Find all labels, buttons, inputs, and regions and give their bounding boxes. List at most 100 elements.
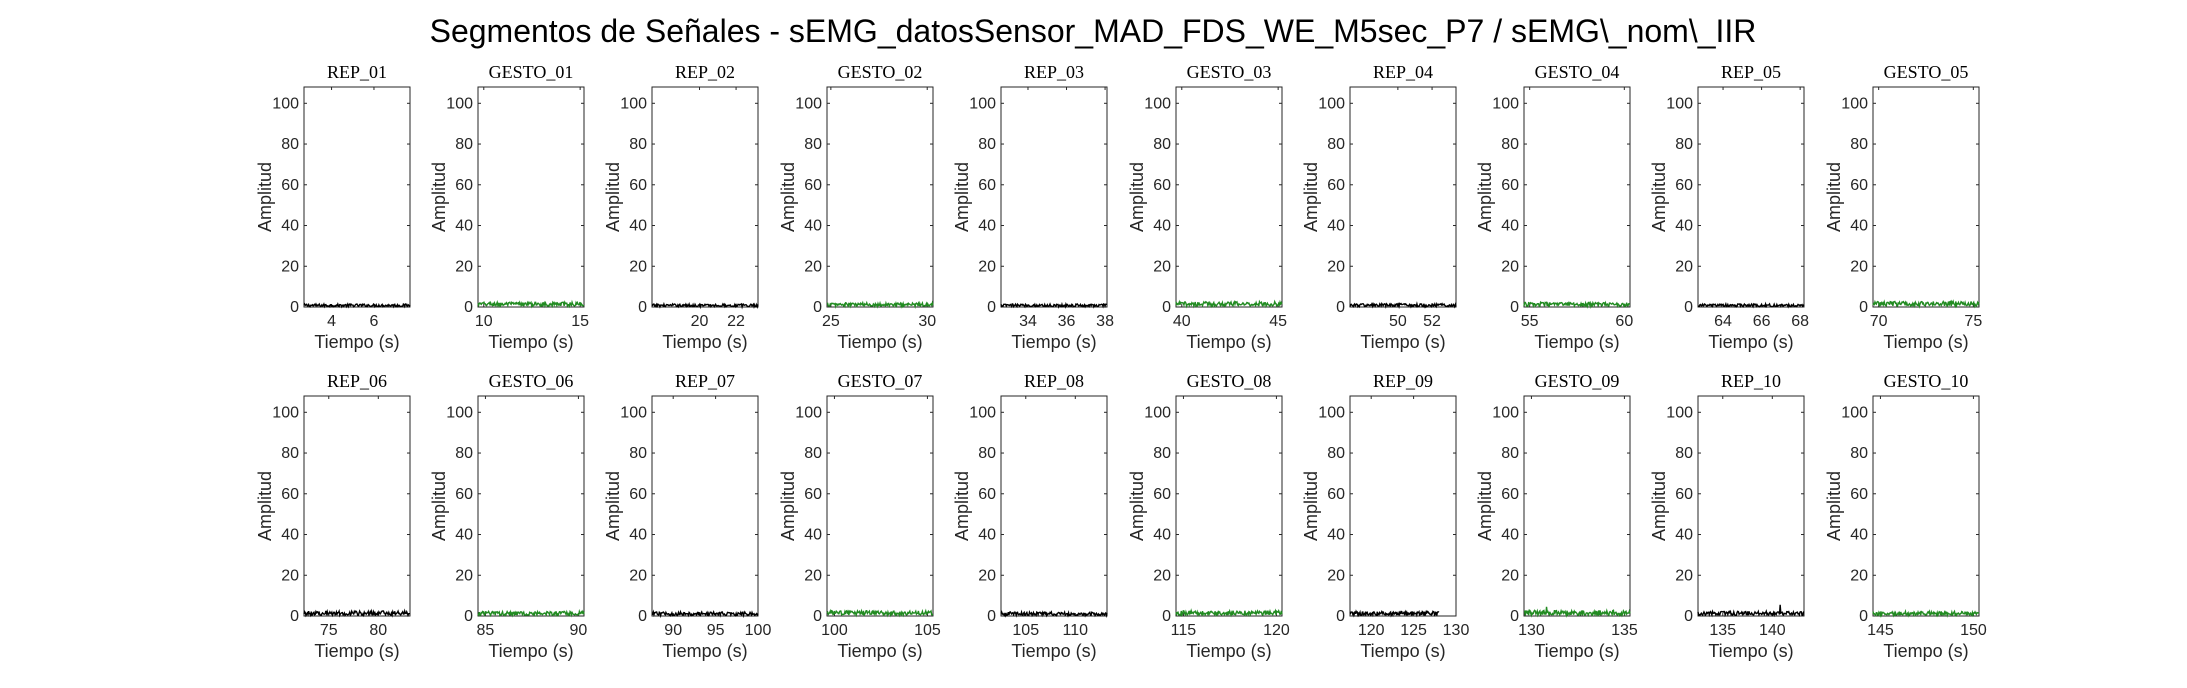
subplot-title: REP_07 — [675, 371, 735, 391]
y-tick-label: 40 — [629, 527, 647, 544]
x-axis-label: Tiempo (s) — [488, 641, 573, 661]
subplot-title: REP_02 — [675, 62, 735, 82]
y-tick-label: 0 — [1510, 299, 1519, 316]
x-tick-label: 90 — [664, 622, 682, 639]
x-tick-label: 135 — [1709, 622, 1736, 639]
y-axis-label: Amplitud — [1649, 162, 1669, 232]
x-tick-label: 90 — [570, 622, 588, 639]
subplot-title: REP_05 — [1721, 62, 1781, 82]
axes-box — [1175, 395, 1283, 617]
y-tick-label: 80 — [1327, 445, 1345, 462]
y-tick-label: 100 — [272, 404, 299, 421]
y-tick-label: 0 — [290, 608, 299, 625]
signal-trace — [303, 608, 411, 618]
y-tick-label: 100 — [1492, 404, 1519, 421]
y-axis-label: Amplitud — [429, 162, 449, 232]
y-axis-label: Amplitud — [778, 162, 798, 232]
subplot-rep-02: REP_02 0 20 40 60 80 100 20 22 Tiempo (s) Amplitud — [603, 62, 759, 352]
x-tick-label: 110 — [1063, 622, 1089, 639]
y-tick-label: 20 — [978, 567, 996, 584]
signal-trace — [651, 609, 759, 619]
subplot-title: REP_04 — [1373, 62, 1433, 82]
x-tick-label: 75 — [1964, 313, 1982, 330]
y-tick-label: 100 — [795, 404, 822, 421]
y-tick-label: 100 — [1841, 95, 1868, 112]
y-tick-label: 80 — [1850, 136, 1868, 153]
y-tick-label: 0 — [1336, 608, 1345, 625]
subplot-title: GESTO_10 — [1884, 371, 1969, 391]
subplot-rep-01: REP_01 0 20 40 60 80 100 4 6 Tiempo (s) Amplitud — [255, 62, 411, 352]
y-tick-label: 80 — [455, 136, 473, 153]
y-tick-label: 0 — [638, 608, 647, 625]
subplot-rep-08: REP_08 0 20 40 60 80 100 105 110 Tiempo (s) Amplit… — [952, 371, 1108, 661]
y-tick-label: 20 — [804, 567, 822, 584]
x-tick-label: 25 — [822, 313, 840, 330]
y-tick-label: 80 — [804, 445, 822, 462]
y-tick-label: 20 — [455, 258, 473, 275]
x-axis-label: Tiempo (s) — [1360, 641, 1445, 661]
y-tick-label: 40 — [629, 218, 647, 235]
signal-trace — [1872, 608, 1980, 618]
signal-trace — [1523, 606, 1631, 618]
axes-box — [1872, 86, 1980, 308]
x-tick-label: 75 — [320, 622, 338, 639]
subplot-title: GESTO_03 — [1187, 62, 1272, 82]
subplot-gesto-03: GESTO_03 0 20 40 60 80 100 40 45 Tiempo (s) Amplit… — [1127, 62, 1287, 352]
y-tick-label: 0 — [813, 299, 822, 316]
axes-box — [477, 395, 585, 617]
axes-box — [303, 86, 411, 308]
x-tick-label: 64 — [1714, 313, 1732, 330]
y-tick-label: 60 — [1327, 177, 1345, 194]
subplot-title: REP_06 — [327, 371, 387, 391]
subplot-title: GESTO_02 — [838, 62, 923, 82]
y-tick-label: 20 — [455, 567, 473, 584]
y-tick-label: 100 — [1666, 404, 1693, 421]
x-tick-label: 130 — [1518, 622, 1545, 639]
y-axis-label: Amplitud — [1475, 471, 1495, 541]
y-tick-label: 80 — [1675, 136, 1693, 153]
y-tick-label: 20 — [1153, 258, 1171, 275]
y-tick-label: 20 — [1327, 258, 1345, 275]
x-tick-label: 95 — [707, 622, 725, 639]
x-tick-label: 55 — [1521, 313, 1539, 330]
subplot-rep-09: REP_09 0 20 40 60 80 100 120 125 130 Tiempo (s) Amp… — [1301, 371, 1469, 661]
x-tick-label: 80 — [369, 622, 387, 639]
y-tick-label: 60 — [1153, 486, 1171, 503]
y-tick-label: 80 — [1675, 445, 1693, 462]
y-tick-label: 60 — [804, 486, 822, 503]
axes-box — [1697, 395, 1805, 617]
axes-box — [1175, 86, 1283, 308]
x-tick-label: 36 — [1058, 313, 1076, 330]
x-tick-label: 20 — [691, 313, 709, 330]
y-tick-label: 20 — [1501, 258, 1519, 275]
x-tick-label: 100 — [745, 622, 772, 639]
axes-box — [826, 395, 934, 617]
signal-trace — [1000, 609, 1108, 618]
axes-box — [477, 86, 585, 308]
x-tick-label: 60 — [1615, 313, 1633, 330]
y-tick-label: 40 — [978, 218, 996, 235]
subplot-rep-10: REP_10 0 20 40 60 80 100 135 140 Tiempo (s) Amplit… — [1649, 371, 1805, 661]
x-tick-label: 125 — [1400, 622, 1427, 639]
y-tick-label: 0 — [1162, 608, 1171, 625]
x-axis-label: Tiempo (s) — [837, 332, 922, 352]
signal-trace — [1175, 608, 1283, 618]
y-tick-label: 100 — [1841, 404, 1868, 421]
y-tick-label: 40 — [1153, 527, 1171, 544]
y-tick-label: 40 — [1327, 218, 1345, 235]
x-axis-label: Tiempo (s) — [837, 641, 922, 661]
signal-trace — [1349, 609, 1440, 618]
y-tick-label: 20 — [1850, 258, 1868, 275]
subplot-rep-04: REP_04 0 20 40 60 80 100 50 52 Tiempo (s) Amplitud — [1301, 62, 1457, 352]
y-tick-label: 100 — [620, 404, 647, 421]
y-tick-label: 40 — [281, 218, 299, 235]
y-tick-label: 0 — [464, 299, 473, 316]
x-tick-label: 120 — [1263, 622, 1290, 639]
y-tick-label: 40 — [1501, 218, 1519, 235]
y-axis-label: Amplitud — [1301, 162, 1321, 232]
y-axis-label: Amplitud — [1824, 162, 1844, 232]
x-tick-label: 70 — [1870, 313, 1888, 330]
subplot-gesto-07: GESTO_07 0 20 40 60 80 100 100 105 Tiempo (s) Ampl… — [778, 371, 941, 661]
x-axis-label: Tiempo (s) — [1534, 641, 1619, 661]
